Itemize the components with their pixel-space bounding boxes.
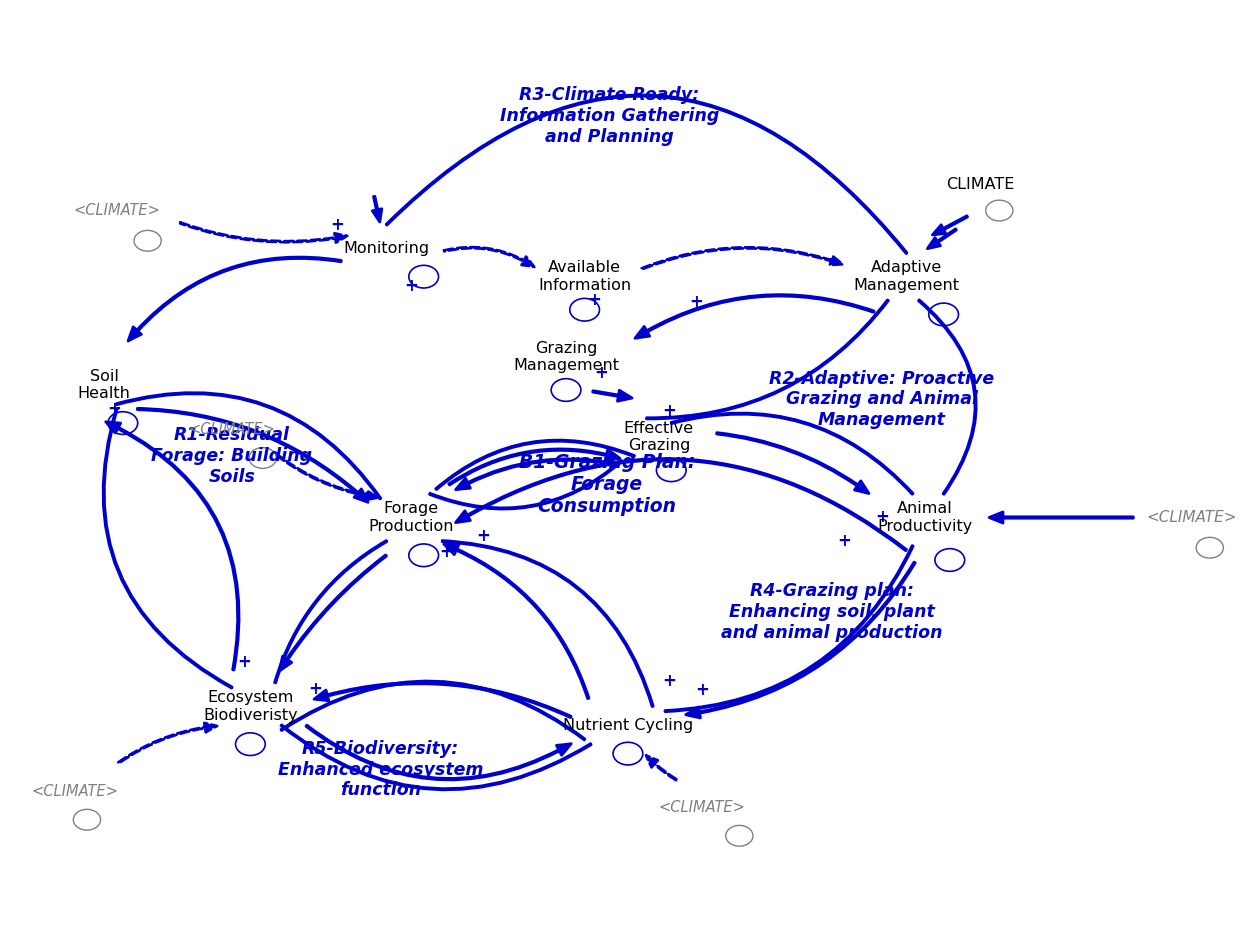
FancyArrowPatch shape — [180, 222, 348, 243]
Text: Grazing
Management: Grazing Management — [512, 341, 619, 373]
FancyArrowPatch shape — [641, 247, 842, 270]
Text: +: + — [588, 292, 601, 310]
Text: +: + — [330, 216, 344, 234]
Text: R5-Biodiversity:
Enhanced ecosystem
function: R5-Biodiversity: Enhanced ecosystem func… — [278, 740, 482, 800]
FancyArrowPatch shape — [444, 247, 535, 267]
FancyArrowPatch shape — [306, 725, 571, 780]
FancyArrowPatch shape — [686, 562, 915, 718]
Text: <CLIMATE>: <CLIMATE> — [659, 800, 746, 815]
Text: Animal
Productivity: Animal Productivity — [878, 502, 973, 534]
FancyArrowPatch shape — [671, 413, 912, 494]
Text: R2-Adaptive: Proactive
Grazing and Animal
Management: R2-Adaptive: Proactive Grazing and Anima… — [769, 370, 994, 429]
FancyArrowPatch shape — [442, 541, 654, 707]
Text: +: + — [476, 527, 490, 545]
Text: Effective
Grazing: Effective Grazing — [624, 421, 694, 453]
FancyArrowPatch shape — [436, 440, 634, 489]
FancyArrowPatch shape — [635, 294, 874, 338]
Text: +: + — [107, 400, 121, 418]
FancyArrowPatch shape — [444, 544, 589, 698]
Text: +: + — [661, 402, 676, 420]
FancyArrowPatch shape — [989, 512, 1134, 523]
FancyArrowPatch shape — [456, 459, 614, 489]
FancyArrowPatch shape — [386, 95, 908, 254]
FancyArrowPatch shape — [919, 300, 976, 494]
FancyArrowPatch shape — [275, 541, 386, 683]
FancyArrowPatch shape — [118, 723, 218, 764]
FancyArrowPatch shape — [928, 229, 956, 249]
FancyArrowPatch shape — [280, 555, 386, 671]
FancyArrowPatch shape — [106, 422, 239, 670]
Text: Monitoring: Monitoring — [344, 241, 430, 256]
Text: +: + — [404, 277, 419, 295]
Text: <CLIMATE>: <CLIMATE> — [74, 203, 160, 218]
FancyArrowPatch shape — [592, 390, 632, 401]
Text: Nutrient Cycling: Nutrient Cycling — [562, 718, 692, 732]
Text: +: + — [875, 508, 889, 526]
FancyArrowPatch shape — [449, 449, 620, 485]
Text: +: + — [695, 681, 709, 699]
Text: Forage
Production: Forage Production — [369, 502, 454, 534]
Text: B1-Grazing Plan:
Forage
Consumption: B1-Grazing Plan: Forage Consumption — [519, 453, 695, 516]
FancyArrowPatch shape — [102, 408, 232, 688]
Text: +: + — [689, 294, 702, 312]
Text: R4-Grazing plan:
Enhancing soil, plant
and animal production: R4-Grazing plan: Enhancing soil, plant a… — [721, 582, 942, 642]
Text: <CLIMATE>: <CLIMATE> — [1146, 510, 1236, 525]
Text: Available
Information: Available Information — [538, 260, 631, 293]
Text: Soil
Health: Soil Health — [78, 370, 131, 402]
Text: +: + — [238, 653, 251, 671]
Text: +: + — [838, 532, 851, 550]
FancyArrowPatch shape — [430, 461, 622, 509]
FancyArrowPatch shape — [932, 216, 968, 235]
Text: R3-Climate Ready:
Information Gathering
and Planning: R3-Climate Ready: Information Gathering … — [500, 86, 719, 146]
FancyArrowPatch shape — [455, 459, 906, 551]
Text: R1-Residual
Forage: Building
Soils: R1-Residual Forage: Building Soils — [151, 427, 312, 485]
Text: +: + — [439, 543, 452, 561]
FancyArrowPatch shape — [646, 300, 889, 419]
FancyArrowPatch shape — [281, 725, 591, 789]
FancyArrowPatch shape — [716, 432, 869, 494]
Text: +: + — [308, 680, 321, 698]
FancyArrowPatch shape — [129, 257, 341, 341]
Text: Adaptive
Management: Adaptive Management — [854, 260, 960, 293]
FancyArrowPatch shape — [646, 755, 676, 780]
Text: Ecosystem
Biodiveristy: Ecosystem Biodiveristy — [202, 691, 298, 723]
Text: +: + — [661, 672, 676, 690]
Text: +: + — [594, 364, 608, 382]
FancyArrowPatch shape — [314, 682, 571, 717]
Text: <CLIMATE>: <CLIMATE> — [189, 422, 275, 437]
Text: <CLIMATE>: <CLIMATE> — [31, 784, 118, 799]
FancyArrowPatch shape — [372, 197, 381, 222]
Text: CLIMATE: CLIMATE — [946, 177, 1015, 192]
FancyArrowPatch shape — [116, 392, 381, 499]
FancyArrowPatch shape — [665, 545, 914, 712]
FancyArrowPatch shape — [281, 681, 585, 740]
FancyArrowPatch shape — [275, 453, 379, 500]
FancyArrowPatch shape — [138, 408, 368, 503]
